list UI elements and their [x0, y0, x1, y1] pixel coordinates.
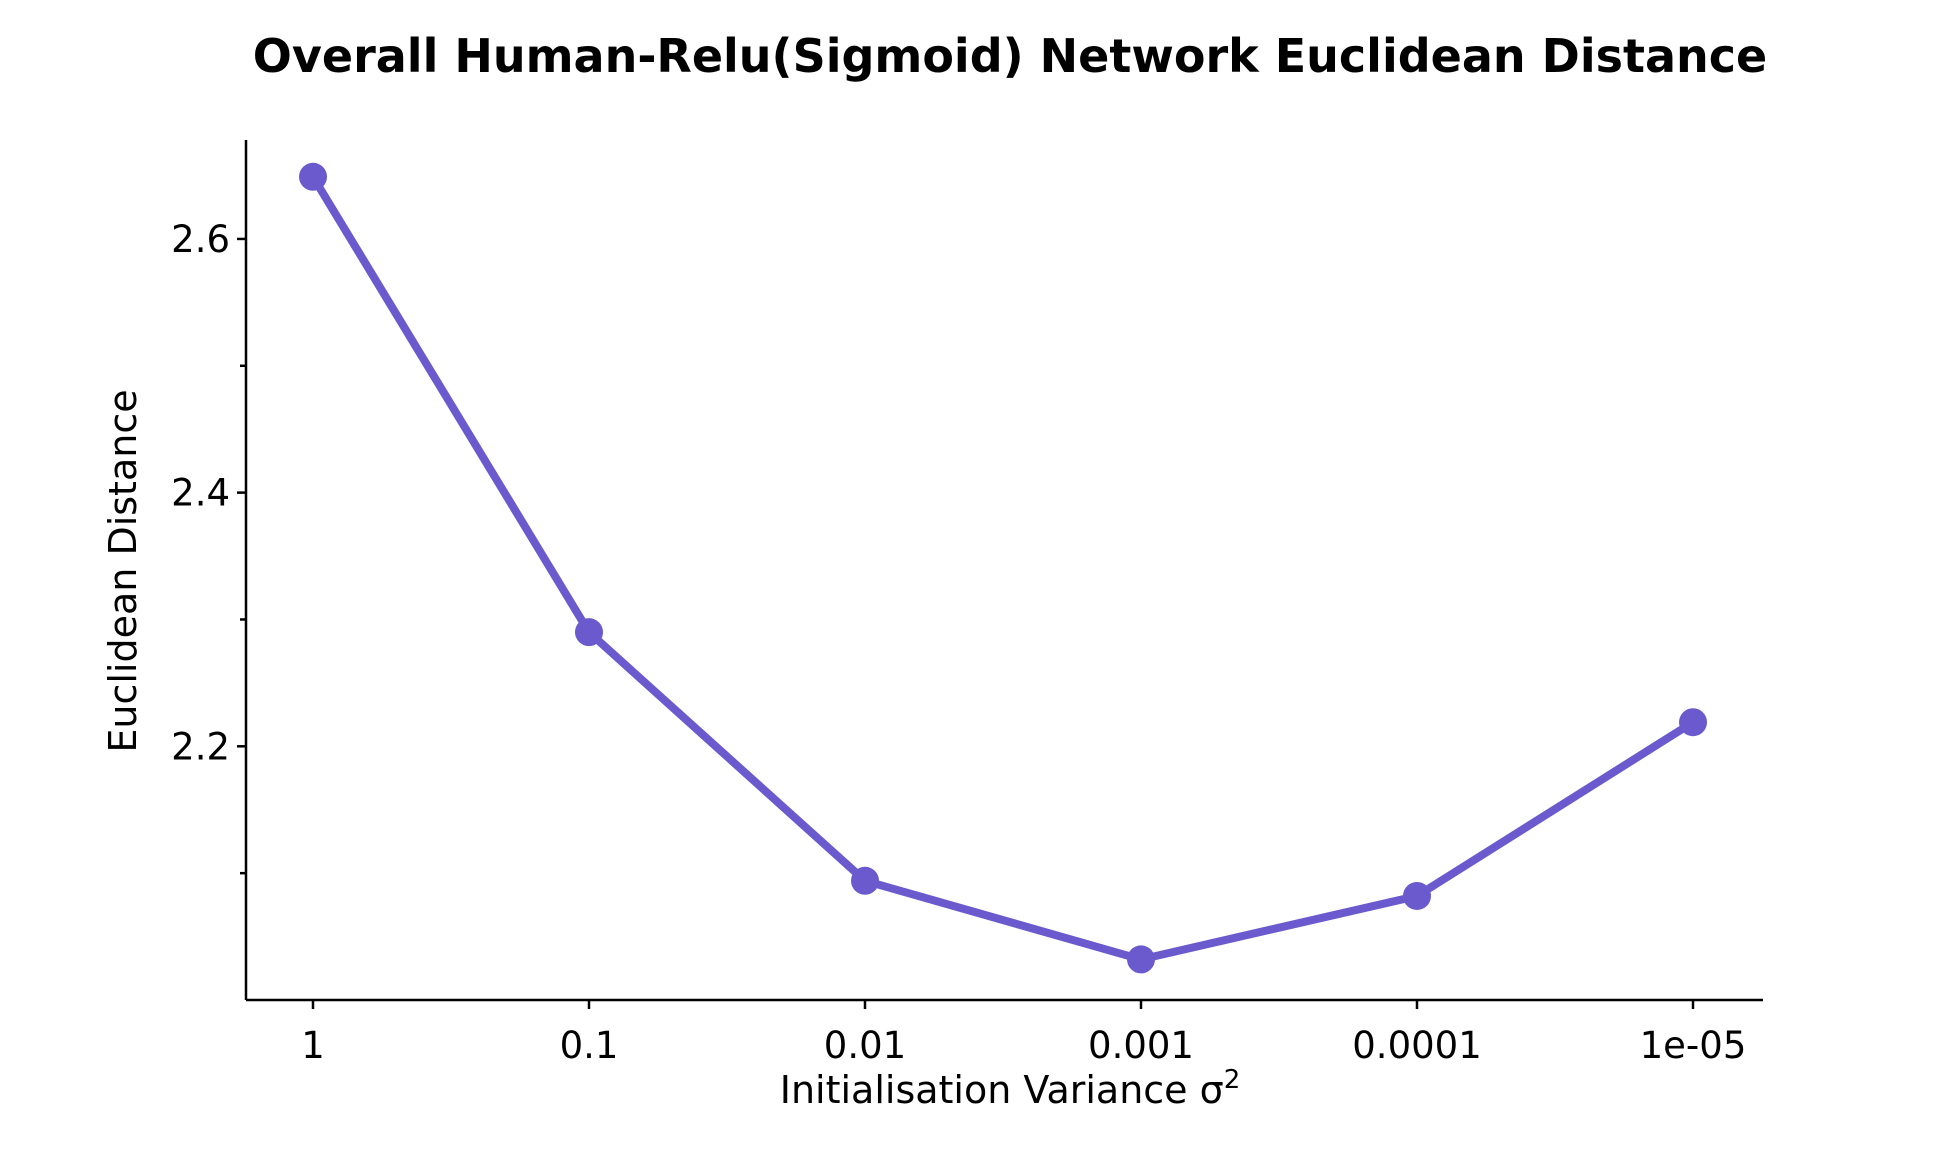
plot-area: 1 0.1 0.01 0.001 0.0001 1e-05 2.2 2.4 2.6 [171, 140, 1763, 1067]
data-point [1403, 881, 1431, 910]
y-tick-label: 2.6 [171, 218, 230, 261]
x-axis-label-text: Initialisation Variance σ [780, 1068, 1224, 1112]
x-tick-label: 0.01 [824, 1024, 906, 1067]
data-point [851, 866, 879, 895]
chart-title: Overall Human-Relu(Sigmoid) Network Eucl… [253, 29, 1767, 83]
x-tick-label: 0.1 [560, 1024, 619, 1067]
data-point [1679, 708, 1707, 737]
series-line [309, 172, 1697, 964]
x-axis-label-superscript: 2 [1224, 1065, 1241, 1095]
x-axis-label: Initialisation Variance σ2 [780, 1065, 1241, 1112]
data-point [299, 162, 327, 191]
y-axis-label: Euclidean Distance [101, 389, 145, 752]
data-point [1127, 945, 1155, 974]
data-point [575, 618, 603, 647]
series-group [299, 162, 1707, 974]
x-tick-label: 0.001 [1088, 1024, 1194, 1067]
x-tick-label: 1e-05 [1640, 1024, 1747, 1067]
x-tick-label: 0.0001 [1352, 1024, 1481, 1067]
y-tick-label: 2.2 [171, 725, 230, 768]
tick-group: 1 0.1 0.01 0.001 0.0001 1e-05 2.2 2.4 2.6 [171, 218, 1746, 1067]
y-tick-label: 2.4 [171, 472, 230, 515]
x-tick-label: 1 [301, 1024, 325, 1067]
